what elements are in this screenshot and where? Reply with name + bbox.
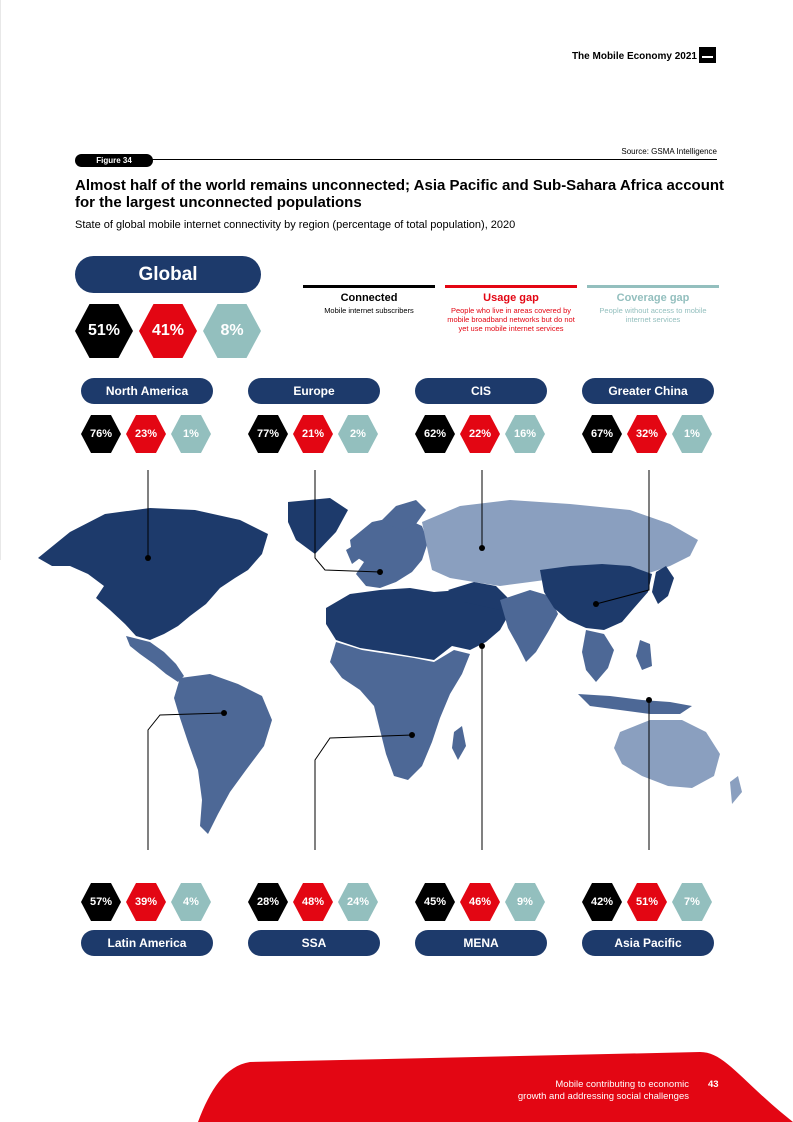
map-south-asia	[500, 590, 558, 662]
footer-caption: Mobile contributing to economic growth a…	[518, 1079, 689, 1103]
legend-usage-rule	[445, 285, 577, 288]
global-usage-hex: 41%	[139, 304, 197, 358]
region-pill-asia-pacific: Asia Pacific	[582, 930, 714, 956]
mena-coverage-hex: 9%	[505, 883, 545, 921]
marker-greater-china	[593, 601, 599, 607]
figure-label: Figure 34	[75, 154, 153, 167]
map-indonesia	[578, 694, 692, 714]
mena-usage-hex: 46%	[460, 883, 500, 921]
asia-pacific-usage-hex: 51%	[627, 883, 667, 921]
marker-latin-america	[221, 710, 227, 716]
footer-caption-line-2: growth and addressing social challenges	[517, 1091, 689, 1102]
north-america-connected-hex: 76%	[81, 415, 121, 453]
latin-america-coverage-hex: 4%	[171, 883, 211, 921]
connector-europe	[314, 470, 381, 573]
region-pill-ssa: SSA	[248, 930, 380, 956]
legend-coverage-desc: People without access to mobile internet…	[599, 306, 707, 324]
marker-north-america	[145, 555, 151, 561]
greater-china-usage-hex: 32%	[627, 415, 667, 453]
connector-latin-america	[147, 712, 225, 850]
map-mena	[326, 588, 508, 660]
gsma-logo-icon	[699, 47, 716, 63]
region-pill-mena: MENA	[415, 930, 547, 956]
europe-coverage-hex: 2%	[338, 415, 378, 453]
footer-caption-line-1: Mobile contributing to economic	[555, 1079, 689, 1090]
global-pill: Global	[75, 256, 261, 293]
ssa-connected-hex: 28%	[248, 883, 288, 921]
greater-china-connected-hex: 67%	[582, 415, 622, 453]
asia-pacific-connected-hex: 42%	[582, 883, 622, 921]
europe-usage-hex: 21%	[293, 415, 333, 453]
map-southeast-asia	[582, 630, 614, 682]
global-connected-hex: 51%	[75, 304, 133, 358]
page-number: 43	[708, 1079, 719, 1090]
region-pill-greater-china: Greater China	[582, 378, 714, 404]
legend-connected-title: Connected	[340, 292, 398, 304]
map-north-america	[38, 508, 268, 640]
marker-cis	[479, 545, 485, 551]
map-new-zealand	[730, 776, 742, 804]
world-map	[38, 470, 742, 850]
map-europe	[350, 516, 428, 588]
map-philippines	[636, 640, 652, 670]
region-pill-latin-america: Latin America	[81, 930, 213, 956]
map-middle-east	[448, 582, 508, 610]
north-america-usage-hex: 23%	[126, 415, 166, 453]
map-greenland	[288, 498, 348, 554]
marker-mena	[479, 643, 485, 649]
global-coverage-hex: 8%	[203, 304, 261, 358]
ssa-coverage-hex: 24%	[338, 883, 378, 921]
cis-coverage-hex: 16%	[505, 415, 545, 453]
legend-usage-title: Usage gap	[483, 292, 539, 304]
north-america-coverage-hex: 1%	[171, 415, 211, 453]
figure-subhead: State of global mobile internet connecti…	[75, 219, 516, 231]
cis-connected-hex: 62%	[415, 415, 455, 453]
marker-europe	[377, 569, 383, 575]
page-margin-line	[0, 0, 1, 560]
europe-connected-hex: 77%	[248, 415, 288, 453]
mena-connected-hex: 45%	[415, 883, 455, 921]
legend-usage-desc: People who live in areas covered by mobi…	[447, 306, 575, 333]
ssa-usage-hex: 48%	[293, 883, 333, 921]
latin-america-connected-hex: 57%	[81, 883, 121, 921]
marker-ssa	[409, 732, 415, 738]
map-cis	[422, 500, 698, 586]
legend-connected-desc: Mobile internet subscribers	[324, 306, 414, 315]
document-title: The Mobile Economy 2021	[571, 51, 697, 62]
region-pill-cis: CIS	[415, 378, 547, 404]
figure-headline: Almost half of the world remains unconne…	[75, 177, 725, 211]
map-south-america	[174, 674, 272, 834]
figure-rule	[150, 159, 717, 160]
map-ssa	[330, 642, 470, 780]
region-pill-europe: Europe	[248, 378, 380, 404]
latin-america-usage-hex: 39%	[126, 883, 166, 921]
legend-coverage-title: Coverage gap	[616, 292, 690, 304]
map-australia	[614, 720, 720, 788]
map-japan	[652, 566, 674, 604]
figure-source: Source: GSMA Intelligence	[621, 147, 717, 156]
footer-band	[198, 1052, 793, 1122]
connector-greater-china	[595, 470, 650, 605]
legend-coverage-rule	[587, 285, 719, 288]
asia-pacific-coverage-hex: 7%	[672, 883, 712, 921]
legend-connected-rule	[303, 285, 435, 288]
map-central-america	[126, 636, 184, 682]
greater-china-coverage-hex: 1%	[672, 415, 712, 453]
map-madagascar	[452, 726, 466, 760]
map-greater-china	[540, 564, 652, 630]
region-pill-north-america: North America	[81, 378, 213, 404]
cis-usage-hex: 22%	[460, 415, 500, 453]
map-scandinavia	[380, 500, 426, 530]
map-uk	[346, 544, 360, 564]
connector-ssa	[314, 734, 413, 850]
marker-asia-pacific	[646, 697, 652, 703]
